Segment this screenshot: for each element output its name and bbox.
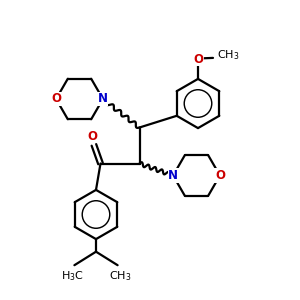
Text: O: O: [87, 130, 98, 143]
Text: O: O: [51, 92, 61, 106]
Text: N: N: [98, 92, 108, 106]
Text: O: O: [193, 53, 203, 66]
Text: H$_3$C: H$_3$C: [61, 269, 83, 283]
Text: O: O: [215, 169, 225, 182]
Text: N: N: [168, 169, 178, 182]
Text: CH$_3$: CH$_3$: [217, 48, 239, 62]
Text: CH$_3$: CH$_3$: [109, 269, 131, 283]
